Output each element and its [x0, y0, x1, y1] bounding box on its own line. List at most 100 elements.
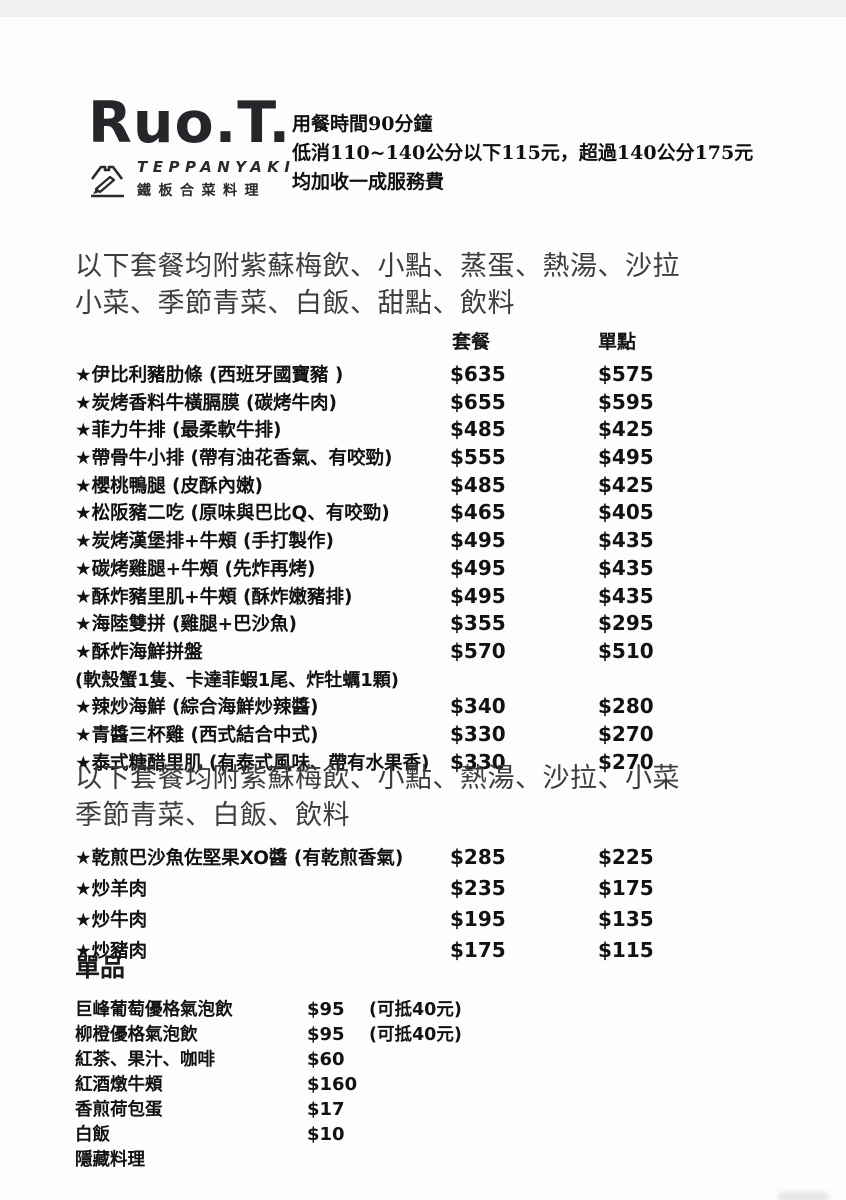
set-price: $635 [450, 362, 506, 386]
menu-item-row: ★炒豬肉 $175 $115 [75, 937, 787, 968]
item-name: ★炒羊肉 [75, 879, 148, 900]
a-la-carte-row: 香煎荷包蛋 $17 [75, 1096, 675, 1121]
item-name: 香煎荷包蛋 [75, 1100, 163, 1120]
set-price: $485 [450, 417, 506, 442]
item-name: ★櫻桃鴨腿 (皮酥內嫩) [75, 475, 263, 497]
set-price: $655 [450, 389, 506, 414]
single-price: $575 [598, 362, 654, 386]
set-price: $555 [450, 445, 506, 470]
column-header-single: 單點 [598, 331, 637, 353]
single-price: $270 [598, 749, 654, 774]
set-price: $355 [450, 611, 506, 636]
single-price: $280 [598, 694, 654, 719]
item-name: 紅茶、果汁、咖啡 [75, 1050, 215, 1070]
a-la-carte-row: 柳橙優格氣泡飲 $95 (可抵40元) [75, 1021, 675, 1046]
menu-item-row: ★炒牛肉 $195 $135 [75, 906, 787, 937]
single-price: $435 [598, 583, 654, 608]
item-name: ★松阪豬二吃 (原味與巴比Q、有咬勁) [75, 503, 390, 525]
item-note: (軟殼蟹1隻、卡達菲蝦1尾、炸牡蠣1顆) [75, 669, 400, 691]
a-la-carte-row: 紅茶、果汁、咖啡 $60 [75, 1046, 675, 1071]
star-icon: ★ [75, 531, 92, 553]
house-pen-icon [90, 165, 124, 198]
item-name: ★碳烤雞腿+牛頰 (先炸再烤) [75, 558, 316, 580]
set-price: $465 [450, 500, 506, 525]
single-price: $270 [598, 721, 654, 746]
single-price: $595 [598, 389, 654, 414]
item-name: 紅酒燉牛頰 [75, 1075, 163, 1095]
set-price: $175 [450, 938, 506, 962]
menu-item-row: ★炒羊肉 $235 $175 [75, 875, 787, 906]
menu-item-row: ★酥炸豬里肌+牛頰 (酥炸嫩豬排) $495 $435 [75, 583, 787, 611]
single-price: $425 [598, 472, 654, 497]
menu-item-row: ★炭烤漢堡排+牛頰 (手打製作) $495 $435 [75, 527, 787, 555]
item-name: ★辣炒海鮮 (綜合海鮮炒辣醬) [75, 697, 319, 719]
menu-item-row: ★辣炒海鮮 (綜合海鮮炒辣醬) $340 $280 [75, 693, 787, 721]
menu-item-row: ★松阪豬二吃 (原味與巴比Q、有咬勁) $465 $405 [75, 499, 787, 527]
set-price: $330 [450, 749, 506, 774]
item-name: 隱藏料理 [75, 1150, 145, 1170]
section1-title-line1: 以下套餐均附紫蘇梅飲、小點、蒸蛋、熱湯、沙拉 [75, 251, 680, 282]
item-name: ★青醬三杯雞 (西式結合中式) [75, 724, 319, 746]
restaurant-logo: Ruo.T. TEPPANYAKI 鐵板合菜料理 [88, 93, 296, 200]
single-price: $115 [598, 938, 654, 962]
single-price: $435 [598, 555, 654, 580]
item-name: ★炒豬肉 [75, 941, 148, 962]
menu-item-row: ★帶骨牛小排 (帶有油花香氣、有咬勁) $555 $495 [75, 444, 787, 472]
logo-text-lines: TEPPANYAKI 鐵板合菜料理 [137, 158, 296, 200]
star-icon: ★ [75, 697, 92, 719]
star-icon: ★ [75, 558, 92, 580]
star-icon: ★ [75, 392, 92, 414]
item-name: 巨峰葡萄優格氣泡飲 [75, 1000, 233, 1020]
single-price: $510 [598, 638, 654, 663]
a-la-carte-section: 單品 巨峰葡萄優格氣泡飲 $95 (可抵40元) 柳橙優格氣泡飲 $95 (可抵… [75, 948, 675, 1171]
item-name: ★炒牛肉 [75, 910, 148, 931]
star-icon: ★ [75, 614, 92, 636]
set-price: $285 [450, 845, 506, 869]
item-name: ★乾煎巴沙魚佐堅果XO醬 (有乾煎香氣) [75, 848, 404, 869]
item-name: ★帶骨牛小排 (帶有油花香氣、有咬勁) [75, 448, 393, 470]
single-price: $225 [598, 845, 654, 869]
item-name: 柳橙優格氣泡飲 [75, 1025, 198, 1045]
set-price: $495 [450, 555, 506, 580]
star-icon: ★ [75, 586, 92, 608]
single-price: $135 [598, 907, 654, 931]
menu-item-row: ★海陸雙拼 (雞腿+巴沙魚) $355 $295 [75, 610, 787, 638]
single-price: $175 [598, 876, 654, 900]
set-price: $495 [450, 583, 506, 608]
single-price: $425 [598, 417, 654, 442]
item-name: ★海陸雙拼 (雞腿+巴沙魚) [75, 614, 297, 636]
star-icon: ★ [75, 910, 92, 931]
star-icon: ★ [75, 848, 92, 869]
single-price: $495 [598, 445, 654, 470]
item-price: $160 [307, 1074, 358, 1095]
star-icon: ★ [75, 420, 92, 442]
scan-top-strip [0, 0, 846, 17]
item-name: ★酥炸豬里肌+牛頰 (酥炸嫩豬排) [75, 586, 353, 608]
logo-subline: TEPPANYAKI 鐵板合菜料理 [88, 158, 296, 200]
menu-item-row: ★青醬三杯雞 (西式結合中式) $330 $270 [75, 721, 787, 749]
star-icon: ★ [75, 724, 92, 746]
star-icon: ★ [75, 641, 92, 663]
a-la-carte-items: 巨峰葡萄優格氣泡飲 $95 (可抵40元) 柳橙優格氣泡飲 $95 (可抵40元… [75, 996, 675, 1171]
set-price: $195 [450, 907, 506, 931]
notice-line-minimum: 低消110~140公分以下115元，超過140公分175元 [292, 142, 754, 164]
item-note: (可抵40元) [369, 1025, 462, 1045]
set-price: $340 [450, 694, 506, 719]
menu-item-row: ★乾煎巴沙魚佐堅果XO醬 (有乾煎香氣) $285 $225 [75, 844, 787, 875]
dining-notice: 用餐時間90分鐘 低消110~140公分以下115元，超過140公分175元 均… [292, 110, 753, 197]
set-price: $235 [450, 876, 506, 900]
section2-title-line1: 以下套餐均附紫蘇梅飲、小點、熱湯、沙拉、小菜 [75, 763, 680, 794]
notice-line-time: 用餐時間90分鐘 [292, 113, 433, 135]
star-icon: ★ [75, 941, 92, 962]
item-name: ★伊比利豬肋條 (西班牙國寶豬 ) [75, 365, 344, 386]
set-menu-section-2: 以下套餐均附紫蘇梅飲、小點、熱湯、沙拉、小菜 季節青菜、白飯、飲料 ★乾煎巴沙魚… [75, 760, 787, 968]
a-la-carte-row: 隱藏料理 [75, 1146, 675, 1171]
a-la-carte-row: 白飯 $10 [75, 1121, 675, 1146]
menu-item-row: ★櫻桃鴨腿 (皮酥內嫩) $485 $425 [75, 472, 787, 500]
single-price: $435 [598, 528, 654, 553]
star-icon: ★ [75, 503, 92, 525]
single-price: $295 [598, 611, 654, 636]
item-price: $95 [307, 1024, 345, 1045]
item-name: ★炭烤香料牛橫膈膜 (碳烤牛肉) [75, 392, 337, 414]
